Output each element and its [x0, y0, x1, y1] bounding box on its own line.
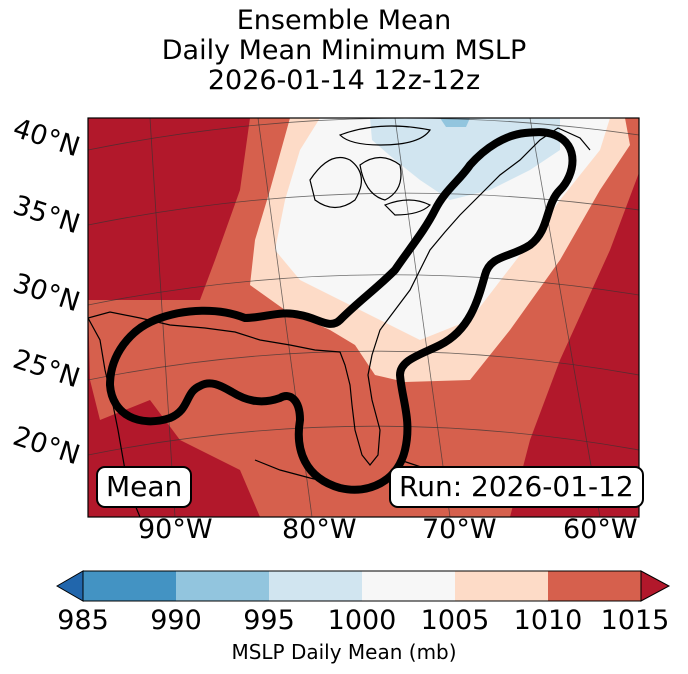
- title-line-3: 2026-01-14 12z-12z: [207, 65, 481, 96]
- colorbar-bin-1005: [455, 571, 548, 601]
- title-line-1: Ensemble Mean: [236, 5, 452, 36]
- highlight-outline: [106, 128, 577, 494]
- colorbar-extend-low: [55, 570, 84, 602]
- colorbar-tick-1010: 1010: [513, 605, 583, 636]
- colorbar-tick-1005: 1005: [420, 605, 490, 636]
- colorbar-frame: [82, 570, 642, 602]
- lon-label-60w: 60°W: [563, 514, 638, 545]
- colorbar-bin-1000: [362, 571, 455, 601]
- lon-label-90w: 90°W: [138, 514, 213, 545]
- colorbar-bin-995: [269, 571, 362, 601]
- lon-label-80w: 80°W: [282, 514, 357, 545]
- mean-label-box: Mean: [96, 466, 193, 508]
- colorbar: [55, 570, 671, 602]
- map-frame: [87, 117, 640, 518]
- colorbar-tick-995: 995: [243, 605, 295, 636]
- field-1000: [275, 118, 610, 340]
- mslp-field: [88, 118, 639, 517]
- colorbar-tick-985: 985: [57, 605, 109, 636]
- colorbar-tick-1015: 1015: [600, 605, 670, 636]
- run-date-box: Run: 2026-01-12: [389, 466, 644, 508]
- colorbar-label: MSLP Daily Mean (mb): [231, 640, 457, 664]
- colorbar-bin-985: [83, 571, 176, 601]
- colorbar-tick-1000: 1000: [327, 605, 397, 636]
- colorbar-tick-990: 990: [150, 605, 202, 636]
- colorbar-bin-1010: [548, 571, 641, 601]
- lon-label-70w: 70°W: [422, 514, 497, 545]
- colorbar-extend-high: [640, 570, 671, 602]
- field-990: [440, 118, 470, 127]
- graticule: [88, 118, 639, 517]
- title-line-2: Daily Mean Minimum MSLP: [161, 35, 527, 66]
- chart-title: Ensemble Mean Daily Mean Minimum MSLP 20…: [0, 6, 688, 96]
- colorbar-bin-990: [176, 571, 269, 601]
